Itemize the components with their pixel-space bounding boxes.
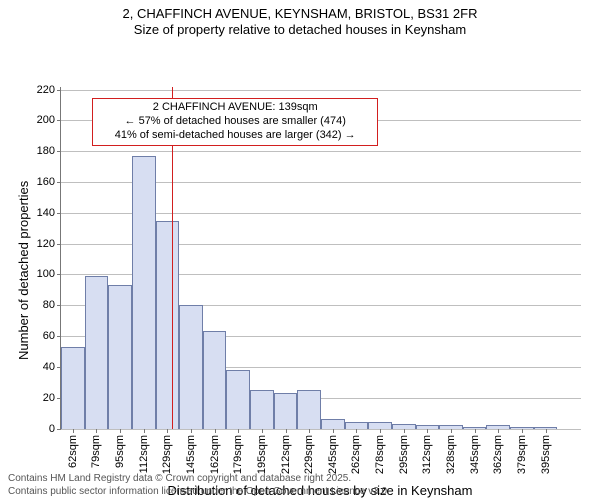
ytick-label: 20 <box>43 392 61 404</box>
xtick-label: 179sqm <box>232 435 244 474</box>
xtick-mark <box>144 429 145 433</box>
y-axis-label: Number of detached properties <box>16 181 31 360</box>
xtick-mark <box>262 429 263 433</box>
xtick-label: 312sqm <box>421 435 433 474</box>
histogram-bar <box>250 390 274 429</box>
xtick-mark <box>451 429 452 433</box>
xtick-mark <box>404 429 405 433</box>
xtick-label: 112sqm <box>138 435 150 473</box>
xtick-mark <box>427 429 428 433</box>
xtick-mark <box>238 429 239 433</box>
annotation-line: ← 57% of detached houses are smaller (47… <box>97 115 373 129</box>
plot-area: 02040608010012014016018020022062sqm79sqm… <box>60 87 581 430</box>
xtick-label: 162sqm <box>209 435 221 474</box>
histogram-bar <box>85 276 109 429</box>
attribution-footer: Contains HM Land Registry data © Crown c… <box>0 472 390 498</box>
xtick-label: 212sqm <box>280 435 292 474</box>
footer-line2: Contains public sector information licen… <box>8 485 390 498</box>
ytick-label: 160 <box>37 176 61 188</box>
histogram-bar <box>156 221 180 429</box>
xtick-mark <box>380 429 381 433</box>
histogram-bar <box>203 331 227 428</box>
histogram-bar <box>274 393 298 428</box>
xtick-label: 129sqm <box>161 435 173 474</box>
xtick-mark <box>96 429 97 433</box>
annotation-line: 2 CHAFFINCH AVENUE: 139sqm <box>97 101 373 115</box>
xtick-mark <box>286 429 287 433</box>
ytick-label: 40 <box>43 361 61 373</box>
xtick-mark <box>522 429 523 433</box>
footer-line1: Contains HM Land Registry data © Crown c… <box>8 472 390 485</box>
xtick-label: 145sqm <box>185 435 197 474</box>
xtick-mark <box>309 429 310 433</box>
histogram-bar <box>321 419 345 428</box>
chart-titles: 2, CHAFFINCH AVENUE, KEYNSHAM, BRISTOL, … <box>0 0 600 39</box>
ytick-label: 80 <box>43 299 61 311</box>
xtick-mark <box>73 429 74 433</box>
xtick-label: 229sqm <box>303 435 315 474</box>
xtick-mark <box>498 429 499 433</box>
gridline <box>61 151 581 152</box>
xtick-label: 345sqm <box>469 435 481 474</box>
gridline <box>61 90 581 91</box>
ytick-label: 220 <box>37 84 61 96</box>
histogram-bar <box>132 156 156 429</box>
ytick-label: 0 <box>49 423 61 435</box>
xtick-label: 395sqm <box>540 435 552 474</box>
xtick-label: 362sqm <box>492 435 504 474</box>
histogram-bar <box>61 347 85 429</box>
gridline <box>61 429 581 430</box>
xtick-label: 95sqm <box>114 435 126 468</box>
xtick-label: 245sqm <box>327 435 339 474</box>
title-line1: 2, CHAFFINCH AVENUE, KEYNSHAM, BRISTOL, … <box>0 6 600 22</box>
xtick-label: 379sqm <box>516 435 528 474</box>
xtick-label: 195sqm <box>256 435 268 474</box>
ytick-label: 180 <box>37 145 61 157</box>
xtick-mark <box>356 429 357 433</box>
xtick-mark <box>215 429 216 433</box>
ytick-label: 100 <box>37 268 61 280</box>
ytick-label: 200 <box>37 114 61 126</box>
xtick-label: 278sqm <box>374 435 386 474</box>
xtick-label: 62sqm <box>67 435 79 468</box>
ytick-label: 140 <box>37 207 61 219</box>
xtick-label: 262sqm <box>350 435 362 474</box>
xtick-mark <box>167 429 168 433</box>
ytick-label: 60 <box>43 330 61 342</box>
xtick-label: 79sqm <box>90 435 102 468</box>
xtick-mark <box>475 429 476 433</box>
xtick-mark <box>120 429 121 433</box>
histogram-bar <box>179 305 203 428</box>
ytick-label: 120 <box>37 238 61 250</box>
histogram-bar <box>108 285 132 428</box>
xtick-label: 295sqm <box>398 435 410 474</box>
annotation-line: 41% of semi-detached houses are larger (… <box>97 129 373 143</box>
xtick-label: 328sqm <box>445 435 457 474</box>
xtick-mark <box>333 429 334 433</box>
annotation-box: 2 CHAFFINCH AVENUE: 139sqm← 57% of detac… <box>92 98 378 145</box>
xtick-mark <box>546 429 547 433</box>
histogram-bar <box>297 390 321 429</box>
xtick-mark <box>191 429 192 433</box>
title-line2: Size of property relative to detached ho… <box>0 22 600 38</box>
histogram-bar <box>226 370 250 429</box>
